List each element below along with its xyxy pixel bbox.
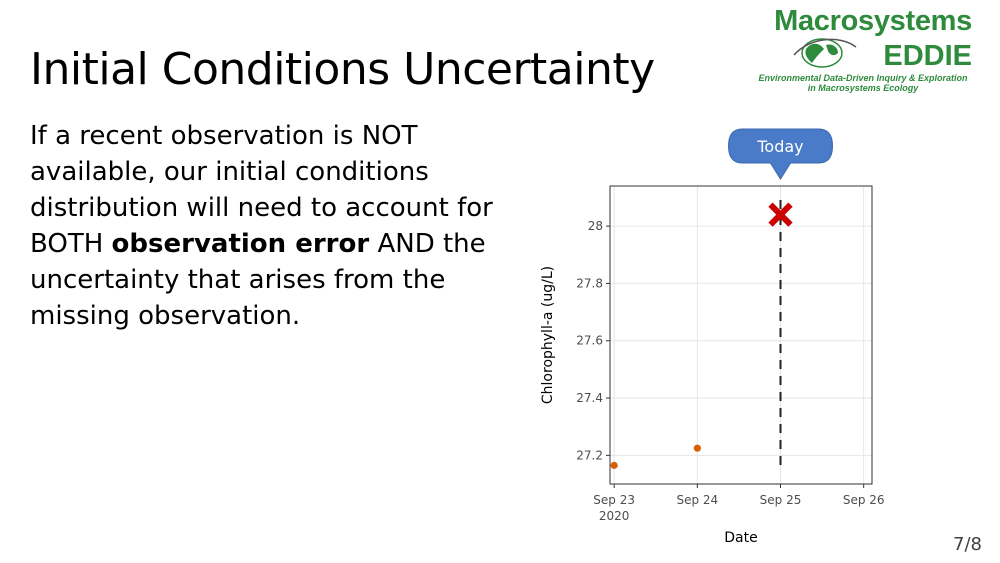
macrosystems-eddie-logo: Macrosystems EDDIE Environmental Data-Dr… [752, 5, 974, 95]
logo-line-1: Macrosystems [774, 5, 972, 37]
body-text-part-3: AND the uncertainty that arises from the… [30, 229, 486, 331]
x-mark-stroke [768, 202, 793, 227]
plot-panel [609, 185, 873, 485]
observation-points [610, 444, 701, 469]
x-tick-label: Sep 24 [676, 493, 718, 507]
missing-observation-x-icon [768, 202, 793, 227]
body-text-emphasis: observation error [111, 229, 370, 259]
observation-point [610, 461, 618, 469]
callout-bubble [728, 128, 834, 180]
logo-line-2: EDDIE [883, 40, 972, 72]
today-callout: Today [728, 128, 834, 180]
observation-point [693, 444, 701, 452]
y-tick-label: 27.6 [576, 334, 603, 348]
y-axis-ticks: 27.2 27.4 27.6 27.8 28 [576, 219, 610, 462]
y-tick-label: 27.8 [576, 276, 603, 290]
body-text: If a recent observation is NOT available… [30, 118, 500, 334]
globe-icon [793, 38, 857, 68]
x-tick-label: Sep 25 [760, 493, 802, 507]
x-axis-ticks: Sep 23 2020 Sep 24 Sep 25 Sep 26 [593, 484, 885, 523]
slide-title: Initial Conditions Uncertainty [30, 44, 655, 95]
y-tick-label: 28 [588, 219, 603, 233]
x-axis-label: Date [724, 530, 757, 546]
y-tick-label: 27.2 [576, 448, 603, 462]
chart-grid [610, 186, 872, 484]
callout-label: Today [756, 137, 803, 156]
logo-tagline-1: Environmental Data-Driven Inquiry & Expl… [758, 73, 968, 83]
body-text-part-1: If a recent observation is NOT available… [30, 121, 493, 259]
logo-tagline-2: in Macrosystems Ecology [807, 83, 919, 93]
page-number: 7/8 [953, 534, 982, 555]
x-tick-label: Sep 23 2020 [593, 493, 635, 523]
x-tick-label: Sep 26 [843, 493, 885, 507]
y-tick-label: 27.4 [576, 391, 603, 405]
y-axis-label: Chlorophyll-a (ug/L) [540, 266, 556, 404]
